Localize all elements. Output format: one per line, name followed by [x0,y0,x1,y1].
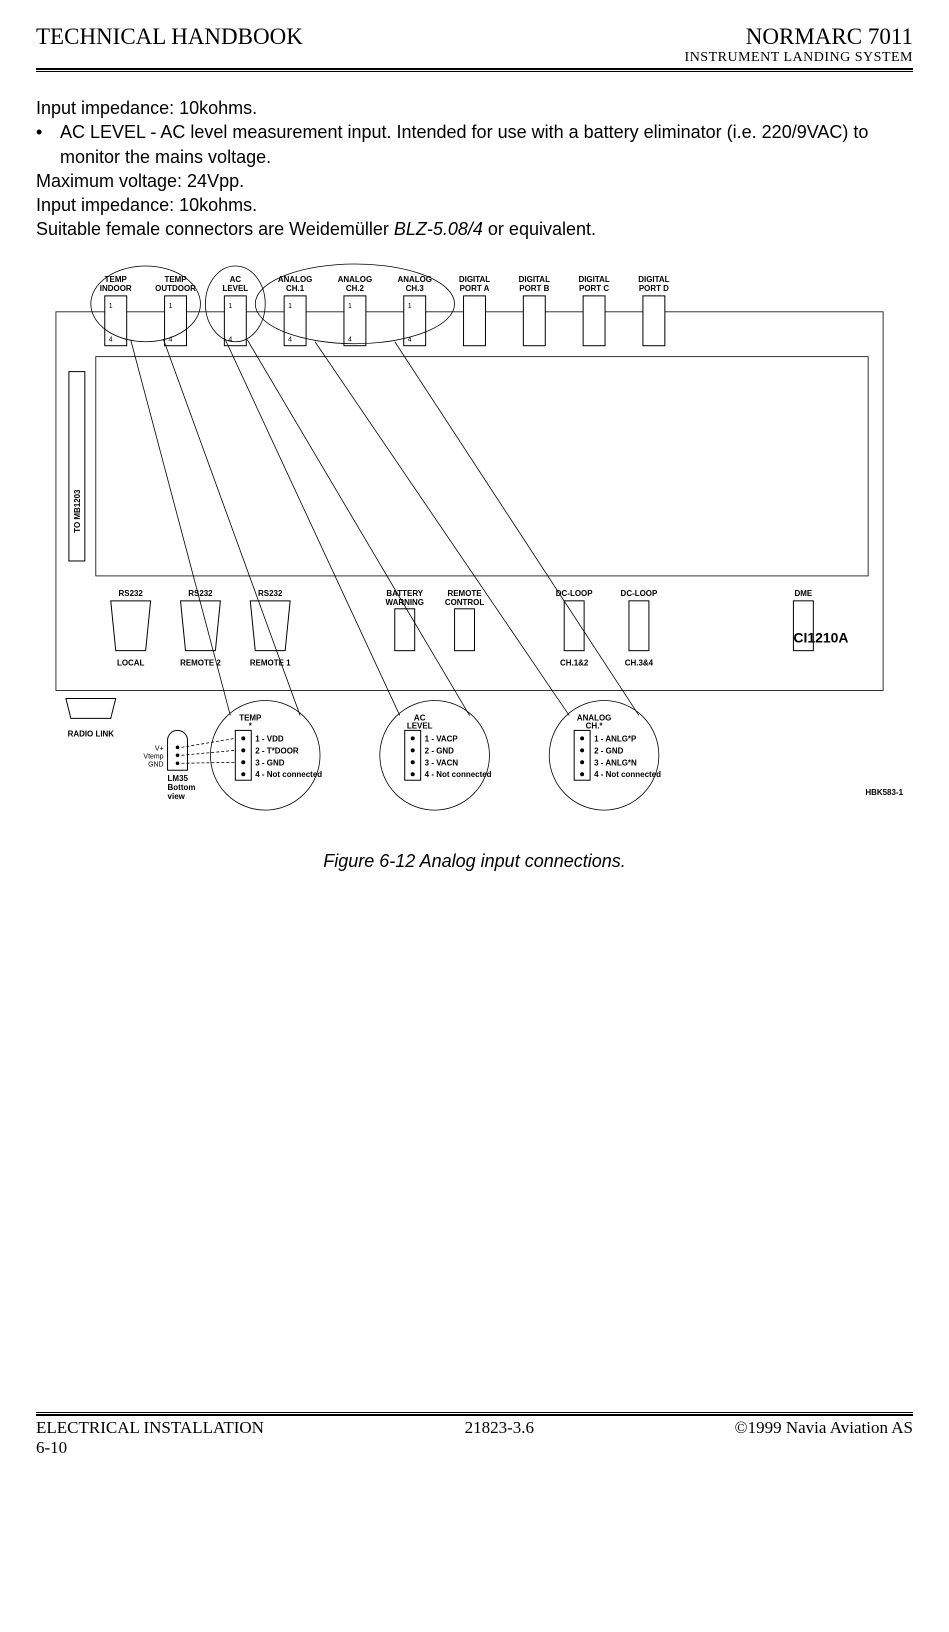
svg-text:REMOTE 2: REMOTE 2 [180,658,221,667]
body-text: Input impedance: 10kohms. • AC LEVEL - A… [36,96,913,242]
svg-text:REMOTE 1: REMOTE 1 [250,658,291,667]
top-connectors: TEMP INDOOR 1 4 TEMP OUTDOOR 1 4 AC LEVE… [100,275,670,346]
line-max-voltage: Maximum voltage: 24Vpp. [36,169,913,193]
bottom-connectors: RS232 LOCAL RS232 REMOTE 2 RS232 REMOTE … [111,589,814,668]
svg-text:Bottom: Bottom [168,783,196,792]
svg-text:TO MB1203: TO MB1203 [73,489,82,533]
svg-text:CI1210A: CI1210A [793,629,848,645]
svg-text:PORT A: PORT A [460,284,490,293]
svg-text:LM35: LM35 [168,774,189,783]
figure-6-12: .lbl { font: bold 8px Arial; text-anchor… [36,262,913,872]
page-footer: ELECTRICAL INSTALLATION 21823-3.6 ©1999 … [36,1412,913,1458]
svg-text:1: 1 [348,303,352,310]
svg-text:CH.3: CH.3 [406,284,425,293]
svg-text:1: 1 [288,303,292,310]
header-rule [36,71,913,72]
svg-text:LEVEL: LEVEL [222,284,248,293]
temp-callout: TEMP * 1 - VDD 2 - T*DOOR 3 - GND 4 - No… [210,700,322,810]
line-impedance-2: Input impedance: 10kohms. [36,193,913,217]
svg-text:INDOOR: INDOOR [100,284,132,293]
svg-text:CH.*: CH.* [586,721,604,730]
suitable-a: Suitable female connectors are Weidemüll… [36,219,394,239]
header-model: NORMARC 7011 [685,24,913,50]
svg-text:DIGITAL: DIGITAL [519,275,550,284]
page-header: TECHNICAL HANDBOOK NORMARC 7011 INSTRUME… [36,24,913,70]
svg-text:1: 1 [408,303,412,310]
svg-text:1 - VDD: 1 - VDD [255,734,284,743]
ac-callout: AC LEVEL 1 - VACP 2 - GND 3 - VACN 4 - N… [380,700,492,810]
footer-left: ELECTRICAL INSTALLATION [36,1418,264,1438]
svg-text:*: * [249,721,253,730]
suitable-b: or equivalent. [483,219,596,239]
svg-text:Vtemp: Vtemp [143,753,163,760]
svg-text:view: view [168,792,186,801]
svg-text:3 - GND: 3 - GND [255,758,284,767]
svg-text:GND: GND [148,761,164,768]
diagram-svg: .lbl { font: bold 8px Arial; text-anchor… [36,262,913,840]
svg-text:DIGITAL: DIGITAL [578,275,609,284]
svg-text:4: 4 [109,337,113,344]
svg-text:4 - Not connected: 4 - Not connected [255,770,322,779]
svg-text:PORT C: PORT C [579,284,609,293]
svg-text:2 - T*DOOR: 2 - T*DOOR [255,746,299,755]
svg-text:PORT D: PORT D [639,284,669,293]
suitable-part: BLZ-5.08/4 [394,219,483,239]
footer-right: ©1999 Navia Aviation AS [735,1418,913,1438]
svg-text:LEVEL: LEVEL [407,721,433,730]
svg-text:CH.1&2: CH.1&2 [560,658,589,667]
figure-caption: Figure 6-12 Analog input connections. [36,851,913,872]
lm35: V+ Vtemp GND LM35 Bottom view [143,730,235,801]
svg-text:V+: V+ [155,745,164,752]
svg-text:1: 1 [109,303,113,310]
svg-text:RADIO LINK: RADIO LINK [68,729,115,738]
svg-text:DME: DME [795,589,813,598]
svg-text:4 - Not connected: 4 - Not connected [594,770,661,779]
header-subtitle: INSTRUMENT LANDING SYSTEM [685,50,913,66]
svg-text:1: 1 [228,303,232,310]
svg-text:HBK583-1: HBK583-1 [865,788,903,797]
svg-text:AC: AC [230,275,242,284]
svg-text:CONTROL: CONTROL [445,598,485,607]
svg-text:1: 1 [169,303,173,310]
header-right: NORMARC 7011 INSTRUMENT LANDING SYSTEM [685,24,913,66]
svg-text:1 - ANLG*P: 1 - ANLG*P [594,734,637,743]
svg-text:DIGITAL: DIGITAL [638,275,669,284]
svg-text:4: 4 [348,337,352,344]
svg-text:LOCAL: LOCAL [117,658,145,667]
svg-text:ANALOG: ANALOG [338,275,373,284]
svg-text:RS232: RS232 [258,589,283,598]
suitable-connectors: Suitable female connectors are Weidemüll… [36,217,913,241]
bullet-dot: • [36,120,60,169]
svg-text:DIGITAL: DIGITAL [459,275,490,284]
svg-text:2 - GND: 2 - GND [594,746,623,755]
svg-text:2 - GND: 2 - GND [425,746,454,755]
analog-callout: ANALOG CH.* 1 - ANLG*P 2 - GND 3 - ANLG*… [549,700,661,810]
svg-text:RS232: RS232 [188,589,213,598]
footer-center: 21823-3.6 [465,1418,534,1438]
svg-text:DC-LOOP: DC-LOOP [621,589,658,598]
svg-text:CH.3&4: CH.3&4 [625,658,654,667]
svg-text:4: 4 [288,337,292,344]
svg-text:3 - ANLG*N: 3 - ANLG*N [594,758,637,767]
svg-text:4: 4 [228,337,232,344]
svg-text:BATTERY: BATTERY [386,589,423,598]
svg-text:PORT B: PORT B [519,284,549,293]
svg-text:3 - VACN: 3 - VACN [425,758,459,767]
svg-text:4 - Not connected: 4 - Not connected [425,770,492,779]
svg-text:REMOTE: REMOTE [447,589,481,598]
svg-text:CH.2: CH.2 [346,284,365,293]
line-impedance-1: Input impedance: 10kohms. [36,96,913,120]
header-left: TECHNICAL HANDBOOK [36,24,303,50]
svg-text:OUTDOOR: OUTDOOR [155,284,196,293]
bullet-text: AC LEVEL - AC level measurement input. I… [60,120,913,169]
footer-page: 6-10 [36,1438,913,1458]
svg-text:CH.1: CH.1 [286,284,305,293]
bullet-item: • AC LEVEL - AC level measurement input.… [36,120,913,169]
svg-text:RS232: RS232 [118,589,143,598]
radio-link: RADIO LINK [66,698,116,738]
svg-text:1 - VACP: 1 - VACP [425,734,459,743]
